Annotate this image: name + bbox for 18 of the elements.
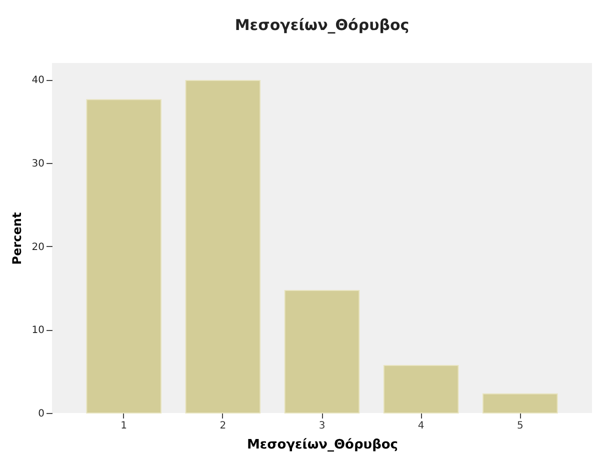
y-tick-label: 20 (32, 242, 44, 253)
x-tick-label: 4 (418, 420, 424, 432)
y-tick-label: 40 (32, 75, 44, 86)
x-tick-label: 3 (318, 420, 326, 432)
bar (185, 80, 261, 414)
y-axis-title: Percent (10, 212, 24, 265)
chart-title: Μεσογείων_Θόρυβος (234, 16, 410, 34)
y-tick-label: 0 (38, 408, 44, 420)
bar (284, 290, 360, 414)
bar (86, 99, 162, 414)
x-tick-label: 2 (220, 420, 226, 432)
y-tick-label: 30 (32, 158, 44, 170)
bar (383, 365, 459, 414)
bar (482, 393, 558, 414)
x-axis-title: Μεσογείων_Θόρυβος (246, 438, 398, 452)
x-tick-label: 5 (516, 420, 524, 432)
y-tick-label: 10 (32, 325, 44, 336)
x-tick-label: 1 (120, 420, 128, 432)
